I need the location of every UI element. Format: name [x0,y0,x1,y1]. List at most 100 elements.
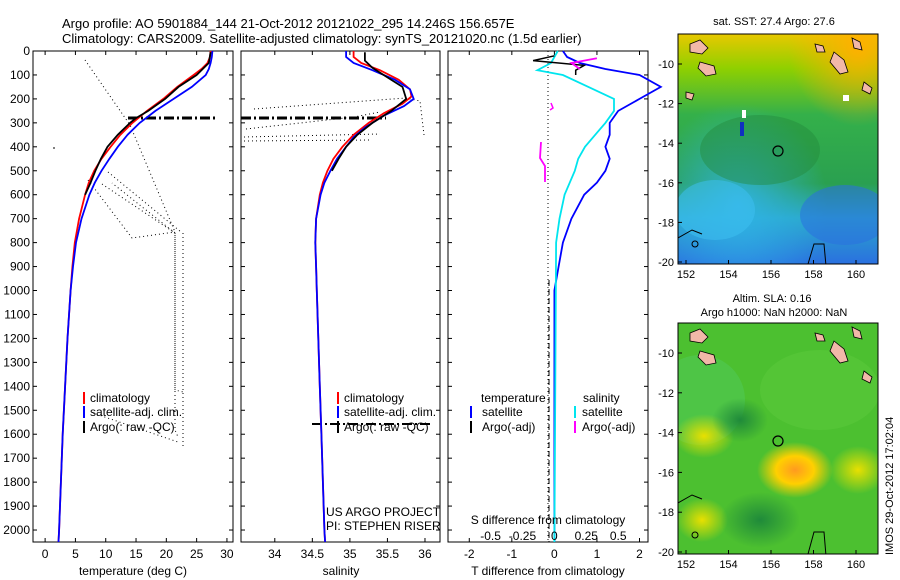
map-y-tick-label: -16 [658,178,674,190]
salinity-satellite-line [314,51,415,543]
depth-tick-label: 1900 [3,499,30,513]
sla-map-axes: 152 154 156 158 160 -10 -12 -14 -16 -18 -20 [658,348,865,571]
map-y-tick-label: -20 [658,547,674,559]
difference-argo-salinity-segment-2 [549,102,554,111]
sst-map-frame [677,33,879,265]
salinity-legend-argo: Argo(: raw -QC) [344,420,429,434]
map-x-tick-label: 154 [719,269,737,281]
map-y-tick-label: -18 [658,217,674,229]
difference-argo-salinity-segment [539,141,546,182]
sst-map-panel: sat. SST: 27.4 Argo: 27.6 [658,16,879,281]
header-line-1: Argo profile: AO 5901884_144 21-Oct-2012… [62,16,515,31]
difference-panel: -2 -1 0 1 2 temperature salinity satellite A… [447,50,663,578]
depth-tick-label: 600 [10,188,30,202]
temperature-satellite-line [57,50,214,543]
salinity-x-label: salinity [323,564,360,578]
temperature-legend-satellite: satellite-adj. clim. [90,405,182,419]
map-y-tick-label: -10 [658,348,674,360]
depth-tick-label: 0 [23,44,30,58]
temperature-guide-lines [84,59,184,448]
difference-temperature-satellite-line [553,50,663,542]
credit-timestamp: IMOS 29-Oct-2012 17:02:04 [884,417,896,555]
difference-salinity-satellite-line [534,50,615,543]
map-x-tick-label: 160 [847,559,865,571]
difference-x-axis: -2 -1 0 1 2 [464,51,643,561]
sst-argo-location-marker [772,145,784,157]
depth-tick-label: 1800 [3,475,30,489]
salinity-project-note: US ARGO PROJECT [326,505,441,519]
map-y-tick-label: -16 [658,467,674,479]
depth-tick-label: 1600 [3,427,30,441]
sla-land [689,326,873,384]
sst-map-axes: 152 154 156 158 160 -10 -12 -14 -16 -18 -20 [658,59,865,281]
temperature-climatology-line [57,50,212,543]
x-tick-label: 34.5 [301,547,325,561]
map-y-tick-label: -14 [658,428,674,440]
x-tick-label: 1 [594,547,601,561]
x-tick-label: 0 [551,547,558,561]
x-tick-label: -2 [464,547,475,561]
x-tick-label: 15 [129,547,143,561]
sst-map-field [678,34,878,264]
depth-tick-label: 1500 [3,403,30,417]
difference-legend-temperature-header: temperature [481,391,546,405]
temperature-argo-line [84,52,212,196]
salinity-climatology-line [314,51,413,543]
x-tick-label: 0 [42,547,49,561]
x-tick-label: -1 [506,547,517,561]
sst-map-title: sat. SST: 27.4 Argo: 27.6 [713,16,835,28]
depth-tick-label: 1700 [3,451,30,465]
x-tick-label: 5 [72,547,79,561]
x-tick-label: 10 [99,547,113,561]
salinity-panel: 34 34.5 35 35.5 36 climatology satellite-adj… [240,50,441,578]
difference-legend-t-satellite: satellite [482,405,523,419]
depth-tick-label: 300 [10,116,30,130]
map-y-tick-label: -10 [658,59,674,71]
temperature-depth-axis: 0 100 200 300 400 500 600 700 800 900 1000 1100 1200… [3,44,233,537]
map-y-tick-label: -18 [658,507,674,519]
difference-legend-salinity-header: salinity [583,391,620,405]
x-tick-label: 2 [636,547,643,561]
temperature-x-axis: 0 5 10 15 20 25 30 [42,51,234,561]
s-tick-label: -0.25 [509,529,537,543]
depth-tick-label: 400 [10,140,30,154]
x-tick-label: 20 [160,547,174,561]
map-x-tick-label: 160 [847,269,865,281]
temperature-legend: climatology satellite-adj. clim. Argo(: … [83,391,182,434]
sla-map-subtitle: Argo h1000: NaN h2000: NaN [701,307,848,319]
difference-temperature-argo-line [532,55,587,75]
x-tick-label: 35.5 [376,547,400,561]
difference-tick-marks [448,50,648,531]
difference-legend-s-argo: Argo(-adj) [582,420,635,434]
depth-tick-label: 1300 [3,355,30,369]
salinity-axes-frame [240,50,441,543]
difference-s-tick-labels: -0.5 -0.25 0 0.25 0.5 [480,529,627,543]
salinity-tick-marks [241,50,440,531]
sla-map-title: Altim. SLA: 0.16 [733,293,812,305]
salinity-pi-note: PI: STEPHEN RISER [326,519,441,533]
depth-tick-label: 100 [10,68,30,82]
s-tick-label: -0.5 [480,529,501,543]
x-tick-label: 30 [220,547,234,561]
salinity-x-axis: 34 34.5 35 35.5 36 [268,51,432,561]
map-y-tick-label: -20 [658,257,674,269]
map-x-tick-label: 158 [804,559,822,571]
salinity-legend-climatology: climatology [344,391,404,405]
sst-land [685,37,873,101]
salinity-legend-satellite: satellite-adj. clim. [344,405,436,419]
map-x-tick-label: 156 [762,559,780,571]
salinity-argo-line [331,52,408,172]
map-x-tick-label: 154 [719,559,737,571]
map-y-tick-label: -14 [658,138,674,150]
depth-tick-label: 900 [10,260,30,274]
depth-tick-label: 200 [10,92,30,106]
map-x-tick-label: 156 [762,269,780,281]
map-x-tick-label: 152 [677,559,695,571]
x-tick-label: 25 [190,547,204,561]
map-x-tick-label: 158 [804,269,822,281]
difference-t-label: T difference from climatology [471,564,625,578]
depth-tick-label: 1400 [3,379,30,393]
header-line-2: Climatology: CARS2009. Satellite-adjuste… [62,31,582,46]
temperature-axes-frame [32,50,234,543]
